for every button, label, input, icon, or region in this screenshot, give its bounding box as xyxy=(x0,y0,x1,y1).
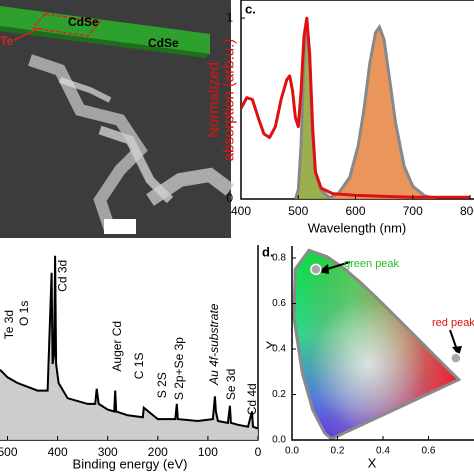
cie-diagram xyxy=(292,248,462,441)
point xyxy=(450,352,462,364)
label: CdSe xyxy=(148,36,179,50)
y-tick-label: 0.6 xyxy=(272,298,286,309)
peak-label: Au 4f-substrate xyxy=(207,303,221,386)
y-axis-title: absorption (arb.u.) xyxy=(220,39,237,162)
line xyxy=(0,255,259,430)
x-axis-title: X xyxy=(368,455,377,470)
peak-label: C 1S xyxy=(132,353,146,380)
sem-image xyxy=(0,0,235,238)
peak-label: Se 3d xyxy=(224,369,238,400)
arrow-head xyxy=(452,346,462,356)
x-tick-label: 600 xyxy=(345,204,365,218)
x-tick-label: 0.6 xyxy=(422,446,436,457)
y-tick-label: 1 xyxy=(226,10,233,24)
plot xyxy=(241,16,470,199)
panel-label: d. xyxy=(262,244,274,259)
y-axis-title: Y xyxy=(263,340,278,349)
x-tick-label: 400 xyxy=(48,445,68,459)
x-tick-label: 0.4 xyxy=(376,446,390,457)
x-tick-label: 400 xyxy=(231,204,251,218)
x-tick-label: 500 xyxy=(288,204,308,218)
x-tick-label: 0.0 xyxy=(285,446,299,457)
x-tick-label: 200 xyxy=(148,445,168,459)
x-axis-title: Binding energy (eV) xyxy=(73,456,188,471)
line xyxy=(326,23,437,199)
y-tick-label: 0.0 xyxy=(272,435,286,446)
label: CdSe xyxy=(68,15,99,29)
x-tick-label: 0 xyxy=(255,445,262,459)
point xyxy=(310,263,322,276)
label: Te xyxy=(0,34,13,48)
peak-label: Cd 4d xyxy=(245,383,259,415)
plot xyxy=(0,255,259,440)
point-label: green peak xyxy=(344,258,400,270)
peak-label: S 2p+Se 3p xyxy=(172,337,186,400)
point-label: red peak xyxy=(432,317,474,329)
peak-label: Te 3d xyxy=(2,310,16,339)
area xyxy=(326,27,436,199)
x-tick-label: 800 xyxy=(460,204,474,218)
peak-label: Cd 3d xyxy=(55,260,69,292)
peak-label: S 2S xyxy=(155,372,169,398)
x-tick-label: 0.2 xyxy=(331,446,345,457)
x-tick-label: 700 xyxy=(403,204,423,218)
x-tick-label: 300 xyxy=(98,445,118,459)
y-tick-label: 0.4 xyxy=(272,344,286,355)
x-tick-label: 500 xyxy=(0,445,18,459)
y-tick-label: 0 xyxy=(226,191,233,205)
peak-label: O 1s xyxy=(17,301,31,326)
peak-label: Auger Cd xyxy=(110,321,124,372)
y-axis-title: Normalized xyxy=(205,62,222,138)
y-tick-label: 0.8 xyxy=(272,253,286,264)
x-tick-label: 100 xyxy=(198,445,218,459)
y-tick-label: 0.2 xyxy=(272,389,286,400)
panel-label: c. xyxy=(245,1,256,16)
x-axis-title: Wavelength (nm) xyxy=(308,220,407,235)
line xyxy=(241,16,470,199)
